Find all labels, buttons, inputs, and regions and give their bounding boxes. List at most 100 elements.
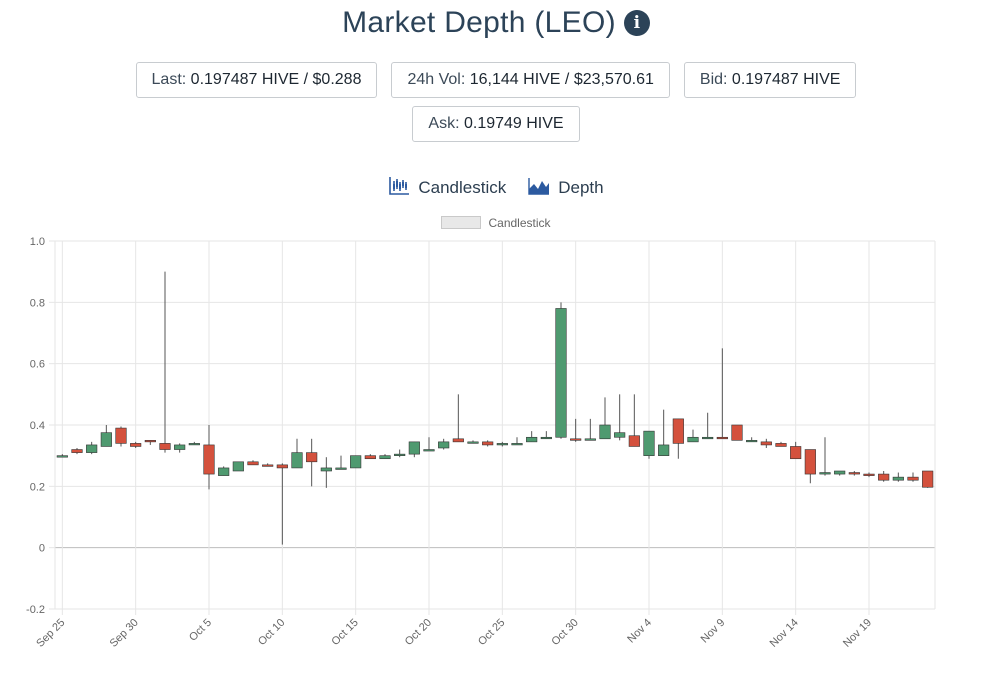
candle-body[interactable] (144, 440, 156, 443)
tab-candlestick-label: Candlestick (418, 178, 507, 197)
x-tick-label: Nov 9 (699, 617, 728, 646)
candle-body[interactable] (394, 453, 406, 456)
x-tick-label: Nov 4 (625, 617, 654, 646)
stat-ask-label: Ask: (428, 115, 460, 132)
y-tick-label: 0.8 (30, 297, 45, 309)
candle-body[interactable] (379, 455, 391, 460)
tab-depth-label: Depth (558, 178, 604, 197)
candle-body[interactable] (599, 424, 611, 440)
candle-body[interactable] (555, 308, 567, 438)
x-tick-label: Oct 15 (329, 617, 360, 648)
x-tick-label: Oct 25 (476, 617, 507, 648)
stats-bar: Last: 0.197487 HIVE / $0.288 24h Vol: 16,… (0, 62, 992, 150)
candle-body[interactable] (643, 430, 655, 456)
candle-body[interactable] (232, 461, 244, 472)
candle-body[interactable] (511, 443, 523, 446)
candlestick-chart-icon (389, 177, 410, 195)
candle-body[interactable] (364, 455, 376, 460)
x-tick-label: Oct 20 (403, 617, 434, 648)
candle-body[interactable] (702, 436, 714, 440)
candle-body[interactable] (526, 436, 538, 443)
stat-last: Last: 0.197487 HIVE / $0.288 (135, 62, 378, 98)
candle-body[interactable] (438, 441, 450, 449)
candle-body[interactable] (188, 443, 200, 446)
candle-body[interactable] (467, 441, 479, 444)
candle-body[interactable] (350, 455, 362, 469)
stat-bid-label: Bid: (699, 71, 728, 88)
info-circle-icon[interactable]: i (623, 10, 650, 36)
candle-body[interactable] (614, 432, 626, 438)
candle-body[interactable] (687, 436, 699, 443)
x-tick-label: Oct 5 (187, 617, 214, 644)
legend-swatch-candlestick[interactable] (441, 216, 482, 229)
candle-body[interactable] (320, 467, 332, 472)
candle-body[interactable] (262, 464, 274, 467)
candle-body[interactable] (408, 441, 420, 455)
candle-body[interactable] (790, 446, 802, 460)
candle-body[interactable] (672, 418, 684, 444)
candle-body[interactable] (174, 444, 186, 450)
candle-body[interactable] (276, 464, 288, 469)
tab-candlestick[interactable]: Candlestick (388, 176, 506, 198)
candle-body[interactable] (540, 436, 552, 440)
x-tick-label: Oct 10 (256, 617, 287, 648)
candle-body[interactable] (716, 436, 728, 440)
candle-body[interactable] (482, 441, 494, 446)
candle-body[interactable] (760, 441, 772, 446)
stat-24h-volume: 24h Vol: 16,144 HIVE / $23,570.61 (391, 62, 670, 98)
x-tick-label: Sep 25 (34, 617, 67, 650)
candle-body[interactable] (819, 472, 831, 475)
candle-body[interactable] (306, 452, 318, 463)
candle-body[interactable] (71, 449, 83, 453)
candle-body[interactable] (130, 443, 142, 447)
candle-body[interactable] (247, 461, 259, 466)
stat-bid: Bid: 0.197487 HIVE (683, 62, 857, 98)
candle-body[interactable] (658, 444, 670, 456)
y-tick-label: 0.4 (30, 420, 45, 432)
candle-body[interactable] (452, 438, 464, 443)
candle-body[interactable] (863, 473, 875, 476)
stat-ask: Ask: 0.19749 HIVE (412, 106, 580, 142)
candle-body[interactable] (922, 470, 934, 488)
candle-body[interactable] (628, 435, 640, 447)
tab-depth[interactable]: Depth (528, 176, 604, 198)
chart-legend: Candlestick (0, 216, 992, 230)
stat-24h-volume-label: 24h Vol: (407, 71, 466, 88)
stat-last-value: 0.197487 HIVE / $0.288 (190, 71, 362, 88)
x-tick-label: Sep 30 (108, 617, 141, 650)
candle-body[interactable] (892, 476, 904, 481)
x-tick-label: Oct 30 (549, 617, 580, 648)
candle-body[interactable] (834, 470, 846, 475)
candle-body[interactable] (203, 444, 215, 475)
candle-body[interactable] (100, 432, 112, 447)
candle-body[interactable] (570, 438, 582, 441)
candle-body[interactable] (584, 438, 596, 441)
candle-body[interactable] (159, 443, 171, 450)
candle-body[interactable] (775, 443, 787, 447)
candle-body[interactable] (115, 427, 127, 444)
candle-body[interactable] (56, 455, 68, 458)
candle-body[interactable] (804, 449, 816, 475)
candle-body[interactable] (746, 440, 758, 443)
x-tick-label: Nov 19 (841, 617, 874, 650)
candle-body[interactable] (291, 452, 303, 469)
y-tick-label: 0.2 (30, 481, 45, 493)
candle-body[interactable] (218, 467, 230, 476)
candle-body[interactable] (848, 472, 860, 475)
y-tick-label: 0.6 (30, 359, 45, 371)
candle-body[interactable] (86, 444, 98, 453)
y-tick-label: 0 (39, 543, 45, 555)
depth-chart-icon (528, 178, 550, 195)
stat-bid-value: 0.197487 HIVE (731, 71, 841, 88)
stat-24h-volume-value: 16,144 HIVE / $23,570.61 (469, 71, 654, 88)
candle-body[interactable] (907, 476, 919, 481)
page-title: Market Depth (LEO) (342, 6, 616, 39)
candle-body[interactable] (335, 467, 347, 470)
candle-body[interactable] (878, 473, 890, 481)
stat-ask-value: 0.19749 HIVE (463, 115, 564, 132)
page-header: Market Depth (LEO) i (0, 6, 992, 40)
stat-last-label: Last: (151, 71, 187, 88)
candle-body[interactable] (496, 443, 508, 446)
candle-body[interactable] (423, 449, 435, 452)
candle-body[interactable] (731, 424, 743, 441)
